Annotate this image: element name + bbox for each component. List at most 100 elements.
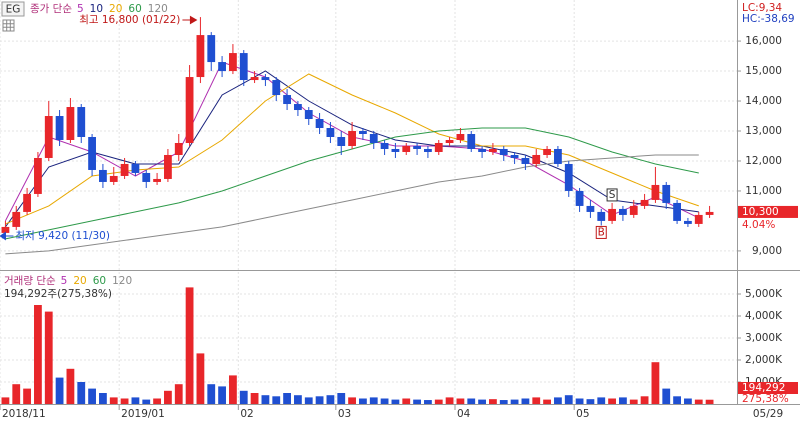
volume-bar bbox=[261, 395, 270, 404]
candle-body bbox=[554, 148, 562, 164]
candle-body bbox=[109, 175, 118, 182]
x-tick-label: 02 bbox=[240, 408, 253, 420]
candle-body bbox=[283, 95, 291, 105]
candle-body bbox=[619, 208, 627, 215]
candle-body bbox=[261, 77, 270, 81]
candle-body bbox=[380, 142, 389, 149]
y-tick-label: 2,000K bbox=[745, 354, 783, 366]
candle-body bbox=[597, 211, 606, 221]
volume-bar bbox=[651, 362, 660, 404]
candle-body bbox=[684, 220, 692, 224]
volume-bar bbox=[315, 396, 324, 404]
volume-bar bbox=[629, 399, 638, 404]
candle-body bbox=[337, 136, 346, 146]
volume-bar bbox=[218, 386, 226, 404]
candle-body bbox=[34, 157, 42, 194]
candle-body bbox=[315, 119, 324, 129]
legend-label: 거래량 단순 bbox=[4, 275, 56, 287]
volume-bar bbox=[348, 397, 356, 404]
candle-body bbox=[424, 148, 432, 152]
volume-bar bbox=[619, 397, 627, 404]
volume-bar bbox=[283, 393, 291, 404]
grid-icon[interactable] bbox=[2, 19, 15, 32]
candle-body bbox=[196, 35, 205, 78]
volume-bar bbox=[402, 398, 411, 404]
volume-bar bbox=[326, 395, 335, 404]
candle-body bbox=[434, 142, 443, 152]
volume-bar bbox=[34, 305, 42, 404]
legend-entry: 20 bbox=[73, 275, 86, 287]
candle-body bbox=[369, 134, 378, 143]
candle-body bbox=[142, 172, 151, 182]
volume-bar bbox=[499, 400, 508, 404]
volume-bar bbox=[424, 400, 432, 404]
volume-bar bbox=[478, 399, 486, 404]
volume-bar bbox=[66, 368, 75, 404]
ma-line bbox=[5, 127, 699, 240]
candle-body bbox=[662, 184, 671, 203]
legend-entry: 5 bbox=[61, 275, 68, 287]
volume-bar bbox=[434, 399, 443, 404]
candle-body bbox=[99, 169, 107, 182]
volume-bar bbox=[586, 399, 595, 404]
legend-entry: 60 bbox=[93, 275, 106, 287]
volume-bar bbox=[532, 397, 541, 404]
candle-body bbox=[23, 193, 31, 212]
y-tick-label: 4,000K bbox=[745, 310, 783, 322]
volume-bar bbox=[55, 377, 64, 404]
volume-bar bbox=[1, 397, 10, 404]
y-tick-label: 9,000 bbox=[752, 245, 782, 257]
candle-body bbox=[608, 208, 616, 221]
last-price-box bbox=[738, 205, 798, 218]
candle-body bbox=[185, 77, 194, 143]
candle-body bbox=[499, 148, 508, 155]
volume-bar bbox=[597, 397, 606, 404]
x-tick-label: 04 bbox=[457, 408, 471, 420]
volume-info: 194,292주(275,38%) bbox=[4, 288, 112, 300]
volume-bar bbox=[640, 396, 649, 404]
volume-bar bbox=[294, 395, 302, 404]
signal-box bbox=[595, 225, 607, 239]
volume-bar bbox=[185, 287, 194, 404]
button-label[interactable]: EG bbox=[6, 4, 21, 16]
candle-body bbox=[402, 145, 411, 152]
candle-body bbox=[55, 116, 64, 140]
legend-entry: 20 bbox=[109, 3, 122, 15]
volume-bar bbox=[467, 398, 476, 404]
volume-bar bbox=[153, 398, 161, 404]
volume-bar bbox=[510, 399, 519, 404]
y-tick-label: 11,000 bbox=[745, 185, 782, 197]
x-tick-label: 05 bbox=[576, 408, 589, 420]
candle-body bbox=[120, 163, 129, 176]
volume-bar bbox=[564, 395, 573, 404]
candle-body bbox=[131, 163, 140, 173]
volume-ratio-label: 275,38% bbox=[742, 393, 789, 405]
candle-body bbox=[586, 205, 595, 212]
volume-bar bbox=[413, 399, 421, 404]
volume-bar bbox=[521, 398, 530, 404]
volume-bar bbox=[44, 311, 53, 404]
high-label: 최고 16,800 (01/22) bbox=[79, 14, 180, 26]
candle-body bbox=[651, 184, 660, 200]
volume-bar bbox=[554, 397, 562, 404]
last-price-label: 10,300 bbox=[742, 206, 779, 218]
volume-bar bbox=[608, 398, 616, 404]
candle-body bbox=[348, 131, 356, 146]
volume-bar bbox=[359, 398, 367, 404]
volume-bar bbox=[445, 397, 454, 404]
y-tick-label: 15,000 bbox=[745, 65, 782, 77]
grid-icon-lines bbox=[3, 20, 14, 31]
volume-bar bbox=[575, 398, 584, 404]
button[interactable] bbox=[1, 1, 25, 17]
volume-bar bbox=[250, 393, 259, 404]
volume-bar bbox=[23, 388, 31, 404]
volume-bar bbox=[239, 390, 248, 404]
volume-bar bbox=[391, 399, 400, 404]
candle-body bbox=[304, 110, 313, 120]
volume-bar bbox=[694, 399, 703, 404]
candle-body bbox=[88, 136, 96, 170]
volume-bar bbox=[109, 397, 118, 404]
volume-bar bbox=[705, 399, 714, 404]
signal-label: S bbox=[609, 189, 616, 201]
